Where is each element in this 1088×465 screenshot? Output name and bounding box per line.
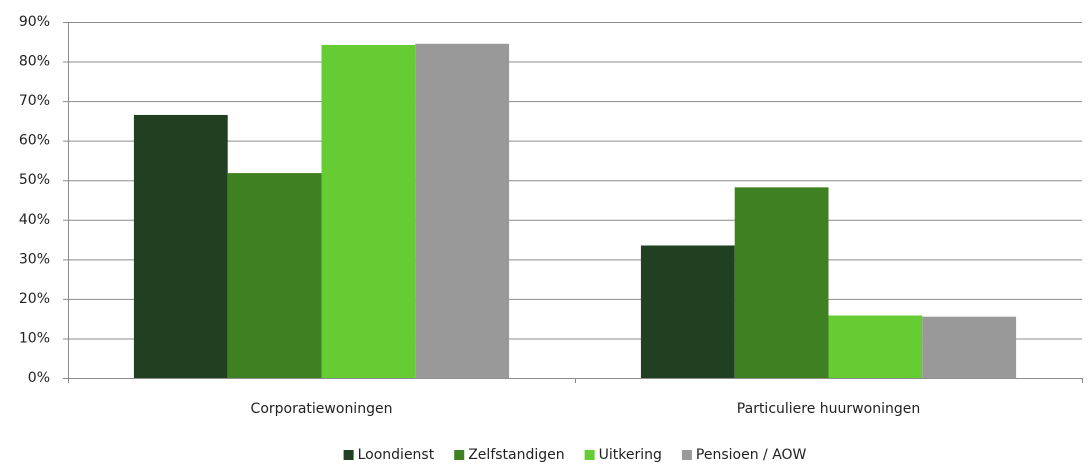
x-tick-label: Corporatiewoningen <box>251 401 393 417</box>
legend-label: Loondienst <box>358 447 435 463</box>
bar <box>734 187 829 378</box>
y-tick-label: 10% <box>19 330 50 346</box>
bar <box>640 245 735 378</box>
bar <box>133 114 228 378</box>
legend-swatch <box>681 450 692 460</box>
legend-label: Uitkering <box>599 447 662 463</box>
y-tick-label: 70% <box>19 93 50 109</box>
legend-swatch <box>454 450 465 460</box>
y-tick-label: 20% <box>19 291 50 307</box>
bar <box>828 315 923 378</box>
legend-label: Zelfstandigen <box>468 447 564 463</box>
legend-swatch <box>343 450 354 460</box>
bar <box>415 43 510 378</box>
bar <box>227 173 322 378</box>
x-tick-label: Particuliere huurwoningen <box>737 401 920 417</box>
y-tick-label: 40% <box>19 212 50 228</box>
y-tick-label: 50% <box>19 172 50 188</box>
y-tick-label: 60% <box>19 133 50 149</box>
bar <box>321 44 416 378</box>
y-tick-label: 30% <box>19 251 50 267</box>
legend-swatch <box>584 450 595 460</box>
y-tick-label: 0% <box>28 370 50 386</box>
y-tick-label: 90% <box>19 14 50 30</box>
legend-label: Pensioen / AOW <box>696 447 807 463</box>
bar <box>922 316 1017 378</box>
y-tick-label: 80% <box>19 54 50 70</box>
